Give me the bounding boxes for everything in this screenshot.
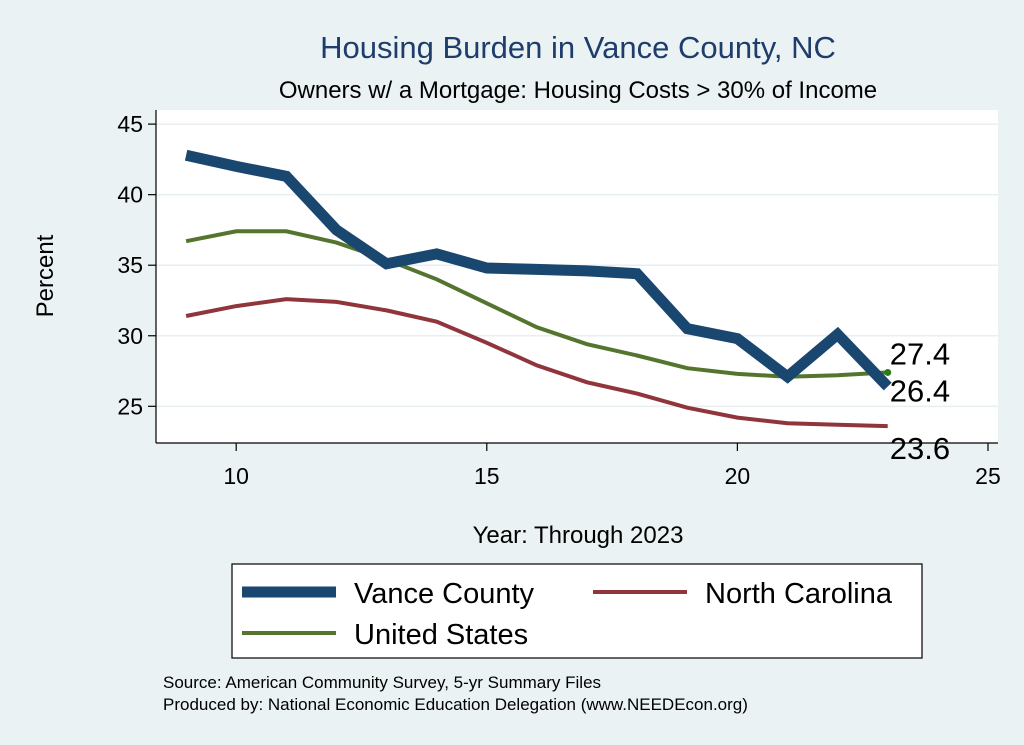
series-line-north-carolina [185, 297, 888, 429]
chart-subtitle: Owners w/ a Mortgage: Housing Costs > 30… [279, 77, 877, 104]
x-tick-label-20: 20 [725, 463, 751, 489]
legend: Vance County North Carolina United State… [231, 563, 923, 659]
legend-box [231, 563, 923, 659]
legend-label-vance-county: Vance County [354, 578, 535, 610]
x-tick-label-10: 10 [223, 463, 249, 489]
legend-label-united-states: United States [354, 619, 528, 651]
y-tick-label-30: 30 [117, 323, 143, 349]
y-tick-label-40: 40 [117, 182, 143, 208]
end-label-vance-county: 26.4 [890, 374, 950, 409]
end-labels: 27.426.4 23.6 [890, 336, 950, 466]
legend-label-north-carolina: North Carolina [705, 578, 893, 610]
x-tick-label-25: 25 [975, 463, 1001, 489]
chart-title: Housing Burden in Vance County, NC [320, 30, 836, 65]
source-note: Source: American Community Survey, 5-yr … [163, 673, 601, 692]
series-line-united-states [185, 229, 888, 379]
y-axis-title: Percent [32, 234, 59, 317]
plot-area [156, 110, 998, 443]
end-label-united-states: 27.4 [890, 336, 950, 371]
y-tick-label-25: 25 [117, 393, 143, 419]
y-axis: 25 30 35 40 45 [117, 111, 156, 419]
x-tick-label-15: 15 [474, 463, 500, 489]
y-tick-label-45: 45 [117, 111, 143, 137]
producer-note: Produced by: National Economic Education… [163, 695, 748, 714]
x-axis-title: Year: Through 2023 [473, 522, 684, 549]
y-tick-label-35: 35 [117, 252, 143, 278]
series-endpoint-united-states [884, 368, 892, 376]
series-line-vance-county [184, 149, 892, 391]
x-axis: 10 15 20 25 [223, 443, 1001, 489]
series-lines [184, 149, 892, 429]
end-label-north-carolina: 23.6 [890, 431, 950, 466]
